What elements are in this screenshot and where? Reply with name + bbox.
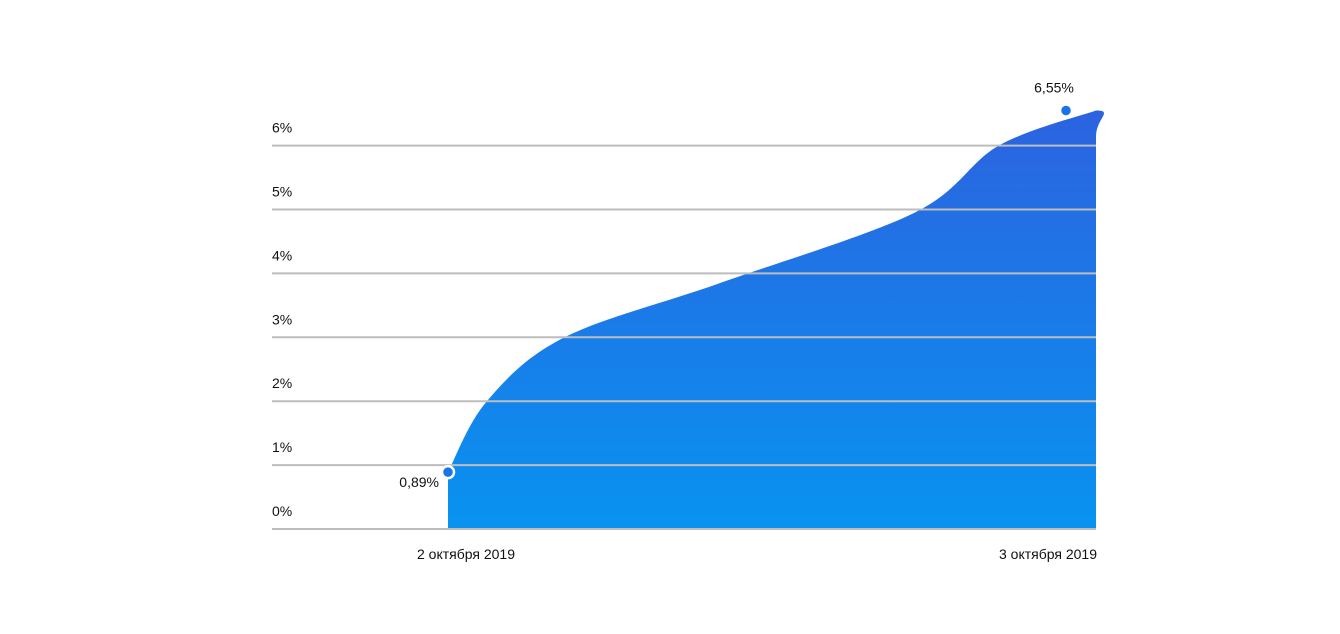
y-tick-label: 4% <box>272 247 292 263</box>
x-tick-label: 2 октября 2019 <box>417 546 515 562</box>
data-label: 0,89% <box>399 474 439 490</box>
y-tick-label: 2% <box>272 375 292 391</box>
y-tick-label: 5% <box>272 184 292 200</box>
x-tick-label: 3 октября 2019 <box>999 546 1097 562</box>
y-tick-label: 6% <box>272 120 292 136</box>
data-point <box>440 464 456 480</box>
area-series <box>448 110 1104 529</box>
y-tick-label: 3% <box>272 311 292 327</box>
y-tick-label: 0% <box>272 503 292 519</box>
data-label: 6,55% <box>1034 79 1074 95</box>
data-point <box>1058 103 1074 118</box>
y-tick-label: 1% <box>272 439 292 455</box>
